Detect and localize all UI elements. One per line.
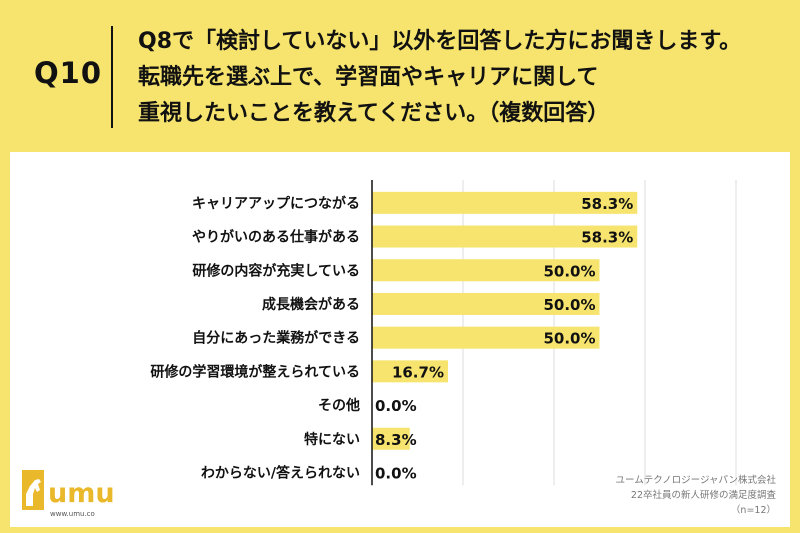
category-label: 研修の学習環境が整えられている — [150, 363, 360, 380]
bar — [372, 427, 410, 450]
bar — [372, 191, 638, 214]
bar — [372, 292, 600, 315]
logo-url-text: www.umu.co — [50, 510, 95, 518]
value-label: 58.3% — [581, 229, 633, 247]
header-divider — [111, 26, 113, 128]
value-label: 58.3% — [581, 195, 633, 213]
category-label: やりがいのある仕事がある — [192, 229, 360, 246]
bar — [372, 259, 600, 282]
bar — [372, 360, 448, 383]
value-label: 0.0% — [375, 464, 417, 482]
value-label: 8.3% — [375, 431, 417, 449]
question-header: Q10 Q8で「検討していない」以外を回答した方にお聞きします。 転職先を選ぶ上… — [0, 0, 800, 152]
credit-company: ユームテクノロジージャパン株式会社 — [615, 475, 776, 486]
bar-chart: キャリアアップにつながる 58.3% やりがいのある仕事がある 58.3% 研修の内容が… — [150, 180, 737, 486]
credit-survey: 22卒社員の新人研修の満足度調査 — [630, 490, 776, 501]
question-line-3: 重視したいことを教えてください。（複数回答） — [138, 101, 610, 126]
logo-brand-text: umu — [48, 478, 115, 509]
value-label: 0.0% — [375, 397, 417, 415]
source-credit: ユームテクノロジージャパン株式会社 22卒社員の新人研修の満足度調査 （n=12… — [616, 473, 776, 518]
bar — [372, 225, 638, 248]
category-label: わからない/答えられない — [201, 464, 360, 481]
value-label: 50.0% — [543, 330, 595, 348]
question-text: Q8で「検討していない」以外を回答した方にお聞きします。 転職先を選ぶ上で、学習… — [138, 24, 788, 132]
category-label: 成長機会がある — [262, 296, 360, 313]
chart-panel: キャリアアップにつながる 58.3% やりがいのある仕事がある 58.3% 研修の内容が… — [10, 152, 790, 527]
value-label: 50.0% — [543, 296, 595, 314]
category-label: 特にない — [304, 431, 360, 448]
category-label: 自分にあった業務ができる — [192, 330, 360, 347]
credit-sample: （n=12） — [730, 505, 776, 516]
category-label: その他 — [318, 397, 360, 414]
category-label: 研修の内容が充実している — [192, 262, 360, 279]
question-number: Q10 — [34, 56, 103, 90]
value-label: 50.0% — [543, 262, 595, 280]
question-line-2: 転職先を選ぶ上で、学習面やキャリアに関して — [138, 65, 599, 90]
value-label: 16.7% — [392, 363, 444, 381]
question-line-1: Q8で「検討していない」以外を回答した方にお聞きします。 — [138, 29, 742, 54]
umu-logo: umu www.umu.co — [22, 470, 115, 518]
bar — [372, 326, 600, 349]
category-label: キャリアアップにつながる — [192, 195, 360, 212]
